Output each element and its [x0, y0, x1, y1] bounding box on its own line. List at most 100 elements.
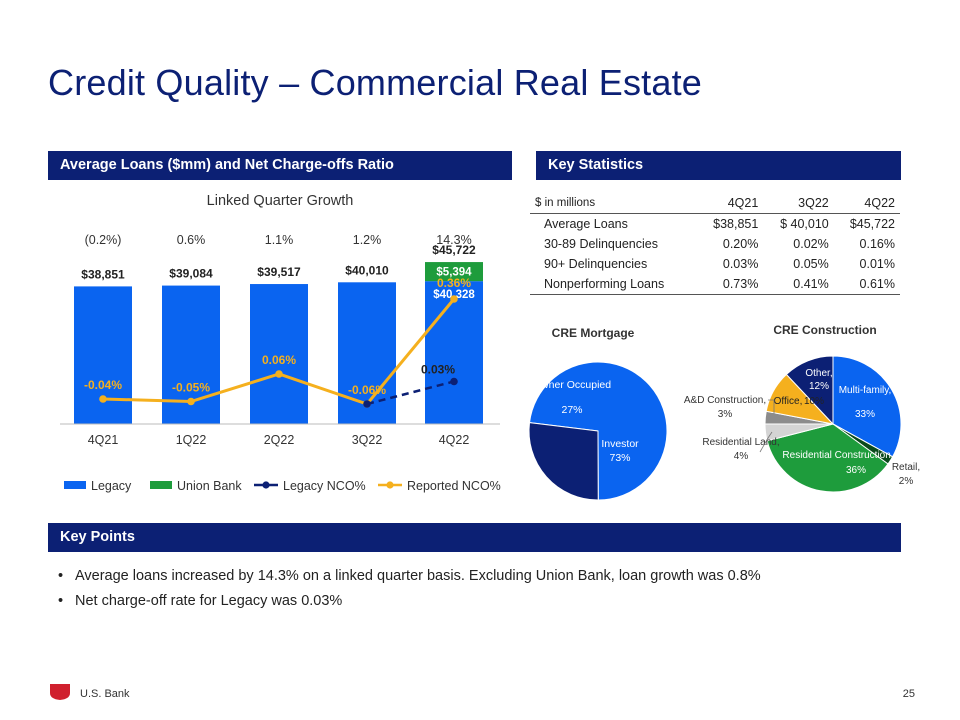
table-header-row: $ in millions 4Q21 3Q22 4Q22	[530, 193, 900, 214]
bar-total-label: $39,517	[257, 265, 301, 279]
footer-brand: U.S. Bank	[80, 688, 130, 700]
pie-title-construction: CRE Construction	[773, 323, 876, 337]
pie-slice	[785, 355, 834, 426]
reported-nco-label: 0.36%	[437, 276, 471, 290]
pie-slice	[528, 422, 599, 501]
slice-pct: 10%	[804, 396, 824, 407]
legend-marker	[262, 481, 270, 489]
bullet-icon: •	[58, 593, 64, 609]
page-number: 25	[902, 688, 915, 700]
slice-label: Residential Construction,	[782, 450, 893, 461]
pie-slice	[766, 423, 889, 493]
bar-legacy	[74, 286, 132, 424]
x-tick-label: 1Q22	[176, 433, 207, 447]
bar-union-bank-label: $5,394	[436, 267, 472, 279]
slice-pct: 33%	[855, 409, 875, 420]
slice-pct: 3%	[718, 409, 733, 420]
table-cell: 0.03%	[722, 257, 759, 271]
reported-nco-label: -0.06%	[348, 383, 386, 397]
x-tick-label: 3Q22	[352, 433, 383, 447]
loans-bar-chart: Linked Quarter Growth (0.2%) 0.6% 1.1% 1.2% 1…	[60, 193, 501, 493]
slice-pct: 12%	[809, 381, 829, 392]
bullet-icon: •	[58, 568, 64, 584]
legend-label: Legacy NCO%	[283, 479, 366, 493]
table-cell: 0.01%	[859, 257, 895, 271]
bar-legacy	[250, 284, 308, 424]
reported-nco-point	[275, 370, 283, 378]
cre-pie-charts: CRE Mortgage Investor 73% Owner Occupied 27%…	[528, 323, 920, 501]
bar-union-bank	[425, 262, 483, 282]
slice-label: Investor	[601, 438, 639, 450]
reported-nco-label: -0.04%	[84, 378, 122, 392]
growth-label: 1.1%	[265, 233, 294, 247]
slice-pct: 2%	[899, 476, 914, 487]
chart-title: Linked Quarter Growth	[207, 193, 354, 209]
slice-label: Retail,	[892, 462, 920, 473]
growth-label: (0.2%)	[85, 233, 122, 247]
page-title: Credit Quality – Commercial Real Estate	[48, 62, 703, 103]
legacy-nco-point	[450, 377, 458, 386]
row-label: 90+ Delinquencies	[544, 257, 648, 271]
slice-pct: 4%	[734, 451, 749, 462]
bar-total-label: $39,084	[169, 267, 213, 281]
growth-label: 14.3%	[436, 233, 471, 247]
slice-label: Office,	[774, 396, 803, 407]
slice-label: Multi-family,	[839, 385, 892, 396]
table-cell: 0.16%	[859, 237, 895, 251]
list-item: • Net charge-off rate for Legacy was 0.03…	[58, 593, 761, 609]
leader-line	[768, 399, 775, 414]
section-header-stats: Key Statistics	[536, 151, 901, 180]
key-points-list: • Average loans increased by 14.3% on a l…	[58, 568, 761, 618]
x-tick-label: 4Q21	[88, 433, 119, 447]
table-cell: 0.02%	[793, 237, 829, 251]
key-point-text: Average loans increased by 14.3% on a li…	[75, 568, 761, 584]
row-label: Average Loans	[544, 217, 628, 231]
pie-title-mortgage: CRE Mortgage	[552, 326, 635, 340]
reported-nco-point	[450, 295, 458, 303]
table-cell: 0.20%	[722, 237, 759, 251]
slice-pct: 27%	[561, 404, 582, 416]
legacy-nco-label: 0.03%	[421, 363, 455, 377]
bar-total-label: $40,010	[345, 263, 389, 277]
bar-legacy	[425, 281, 483, 424]
legacy-nco-line	[366, 380, 455, 406]
table-row: Average Loans $38,851 $ 40,010 $45,722	[530, 214, 900, 235]
legend-marker	[386, 481, 394, 489]
legend-label: Legacy	[91, 479, 132, 493]
x-tick-label: 4Q22	[439, 433, 470, 447]
table-cell: 0.73%	[697, 274, 764, 295]
leader-line	[759, 431, 773, 453]
key-point-text: Net charge-off rate for Legacy was 0.03%	[75, 593, 343, 609]
section-header-loans: Average Loans ($mm) and Net Charge-offs …	[48, 151, 512, 180]
growth-label: 0.6%	[177, 233, 206, 247]
bar-total-label: $45,722	[432, 243, 476, 257]
table-cell: $45,722	[849, 217, 895, 231]
slice-label: Residential Land,	[702, 437, 779, 448]
us-bank-logo-icon	[50, 684, 70, 700]
x-tick-label: 2Q22	[264, 433, 295, 447]
row-label: 30-89 Delinquencies	[544, 237, 658, 251]
section-header-key-points: Key Points	[48, 523, 901, 552]
table-row: 30-89 Delinquencies 0.20% 0.02% 0.16%	[530, 234, 900, 254]
table-cell: $38,851	[713, 217, 759, 231]
table-cell: $ 40,010	[780, 217, 829, 231]
column-header: $ in millions	[530, 193, 698, 214]
legend-label: Union Bank	[177, 479, 242, 493]
slice-label: Other,	[805, 368, 832, 379]
reported-nco-point	[187, 397, 195, 406]
slice-label: A&D Construction,	[684, 395, 766, 406]
slice-label: Owner Occupied	[533, 379, 611, 391]
column-header: 3Q22	[763, 193, 834, 214]
pie-slice	[832, 355, 902, 458]
table-row: Nonperforming Loans 0.73% 0.41% 0.61%	[530, 274, 900, 295]
slice-pct: 73%	[609, 452, 630, 464]
bar-total-label: $38,851	[81, 267, 125, 281]
table-row: 90+ Delinquencies 0.03% 0.05% 0.01%	[530, 254, 900, 274]
list-item: • Average loans increased by 14.3% on a l…	[58, 568, 761, 584]
reported-nco-point	[99, 395, 107, 403]
column-header: 4Q21	[697, 193, 764, 214]
reported-nco-label: -0.05%	[172, 381, 210, 395]
bar-legacy-label: $40,328	[433, 289, 475, 301]
reported-nco-label: 0.06%	[262, 353, 296, 367]
table-cell: 0.05%	[793, 257, 829, 271]
